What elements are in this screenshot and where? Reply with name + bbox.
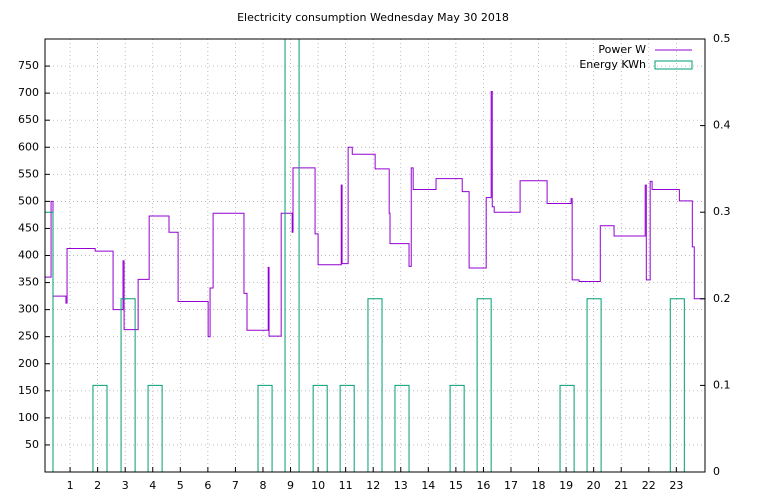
series-line (45, 91, 705, 338)
y-tick-label: 400 (18, 249, 39, 262)
legend-label: Power W (598, 43, 646, 56)
x-tick-label: 22 (642, 479, 656, 492)
legend-label: Energy KWh (579, 58, 646, 71)
x-tick-label: 18 (532, 479, 546, 492)
x-tick-label: 17 (504, 479, 518, 492)
grid (45, 39, 705, 472)
y-tick-label: 100 (18, 411, 39, 424)
x-tick-label: 8 (259, 479, 266, 492)
x-tick-label: 13 (394, 479, 408, 492)
legend: Power W Energy KWh (579, 43, 693, 71)
x-tick-label: 7 (232, 479, 239, 492)
x-tick-label: 15 (449, 479, 463, 492)
y-tick-label: 750 (18, 59, 39, 72)
y2-tick-label: 0.5 (713, 32, 731, 45)
y2-tick-label: 0 (713, 465, 720, 478)
x-tick-label: 11 (339, 479, 353, 492)
y2-tick-label: 0.2 (713, 292, 731, 305)
x-tick-label: 16 (476, 479, 490, 492)
x-tick-label: 6 (204, 479, 211, 492)
y-tick-label: 200 (18, 357, 39, 370)
x-tick-label: 19 (559, 479, 573, 492)
x-tick-label: 14 (421, 479, 435, 492)
x-tick-label: 9 (287, 479, 294, 492)
y-tick-label: 350 (18, 276, 39, 289)
x-tick-label: 3 (122, 479, 129, 492)
y-tick-label: 300 (18, 303, 39, 316)
x-tick-label: 1 (67, 479, 74, 492)
plot-area (45, 39, 705, 472)
x-tick-label: 20 (587, 479, 601, 492)
y-tick-label: 650 (18, 113, 39, 126)
y-tick-label: 600 (18, 140, 39, 153)
y-tick-label: 500 (18, 194, 39, 207)
x-tick-label: 12 (366, 479, 380, 492)
y-tick-label: 700 (18, 86, 39, 99)
legend-swatch (654, 60, 693, 70)
y2-tick-label: 0.4 (713, 119, 731, 132)
y-tick-label: 150 (18, 384, 39, 397)
x-tick-label: 10 (311, 479, 325, 492)
y-tick-label: 50 (25, 438, 39, 451)
series-line (45, 39, 705, 472)
plot-frame (44, 38, 706, 473)
x-tick-label: 4 (149, 479, 156, 492)
y-tick-label: 550 (18, 167, 39, 180)
x-tick-label: 21 (614, 479, 628, 492)
chart-title: Electricity consumption Wednesday May 30… (237, 11, 509, 24)
y-tick-label: 250 (18, 330, 39, 343)
x-tick-label: 2 (94, 479, 101, 492)
y2-tick-label: 0.1 (713, 378, 731, 391)
x-tick-label: 23 (669, 479, 683, 492)
y-tick-label: 450 (18, 221, 39, 234)
y2-tick-label: 0.3 (713, 205, 731, 218)
x-tick-label: 5 (177, 479, 184, 492)
